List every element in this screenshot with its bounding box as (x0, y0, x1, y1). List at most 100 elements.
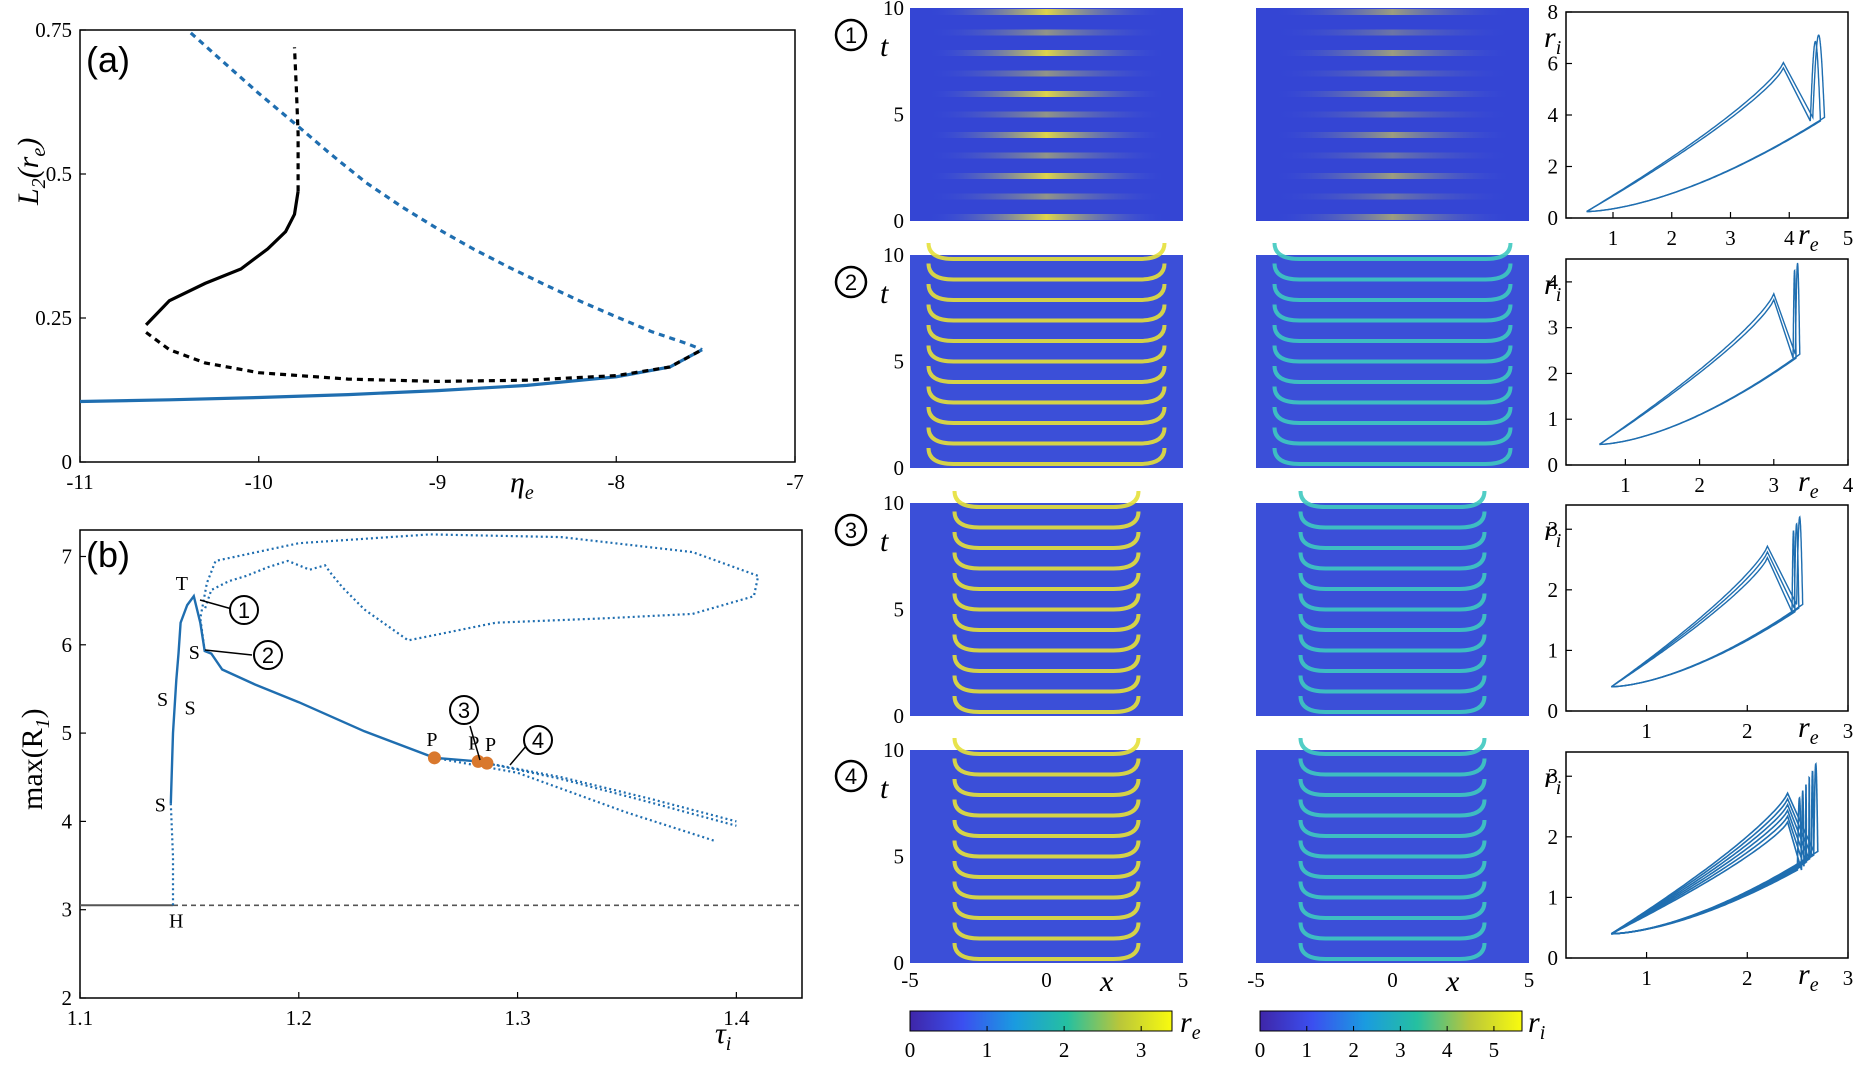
heatmap-band (1298, 799, 1487, 818)
point-label-P: P (468, 732, 479, 754)
panel-b-ytick-label: 5 (62, 721, 73, 745)
heatmap-xtick-label: 0 (1387, 968, 1398, 992)
colorbar-tick-label: 0 (1255, 1038, 1266, 1062)
heatmap-4-ri (1256, 737, 1529, 963)
phase-xlabel: re (1798, 465, 1819, 503)
panel-a-xtick-label: -10 (245, 470, 273, 494)
heatmap-band (952, 572, 1141, 591)
heatmap-band (1298, 819, 1487, 838)
heatmap-band (1276, 91, 1509, 97)
heatmap-ytick-label: 10 (883, 738, 904, 762)
point-label-P: P (485, 734, 496, 756)
svg-text:1: 1 (238, 598, 250, 623)
panel-b-ylabel: max(R1) (16, 708, 54, 810)
colorbar-tick-label: 1 (982, 1038, 993, 1062)
phase-frame (1565, 258, 1849, 466)
heatmap-band (1276, 29, 1509, 36)
heatmap-band (1272, 406, 1513, 425)
panel-a-xlabel: ηe (510, 466, 534, 504)
heatmap-ytick-label: 10 (883, 243, 904, 267)
svg-text:3: 3 (845, 518, 857, 543)
phase-ylabel: ri (1544, 761, 1561, 799)
heatmap-band (952, 511, 1141, 530)
panel-a-xtick-label: -9 (429, 470, 447, 494)
phase-2-xtick-label: 4 (1843, 473, 1854, 497)
panel-a-frame (79, 29, 796, 463)
phase-3-xtick-label: 3 (1843, 719, 1854, 743)
panel-a-letter: (a) (86, 39, 130, 80)
heatmap-band (952, 552, 1141, 571)
phase-2-ytick-label: 3 (1548, 316, 1559, 340)
phase-ylabel: ri (1544, 268, 1561, 306)
phase-trajectory (1610, 522, 1800, 688)
svg-text:2: 2 (845, 270, 857, 295)
heatmap-band (1276, 50, 1509, 56)
heatmap-band (1276, 111, 1509, 118)
phase-3-ytick-label: 2 (1548, 578, 1559, 602)
heatmap-band (1298, 737, 1487, 756)
heatmap-band (926, 283, 1167, 302)
point-label-P: P (426, 729, 437, 751)
heatmap-band (952, 695, 1141, 714)
heatmap-ytick-label: 0 (894, 951, 905, 975)
heatmap-band (1272, 304, 1513, 323)
panel-b-ytick-label: 2 (62, 986, 73, 1010)
heatmap-band (952, 942, 1141, 961)
heatmap-band (952, 613, 1141, 632)
heatmap-band (1298, 552, 1487, 571)
heatmap-band (952, 634, 1141, 653)
heatmap-ytick-label: 5 (894, 103, 905, 127)
panel-b-ytick-label: 7 (62, 544, 73, 568)
heatmap-band (952, 531, 1141, 550)
heatmap-band (952, 901, 1141, 920)
heatmap-band (1272, 427, 1513, 446)
row-markers: 1 2 3 4 (834, 18, 868, 793)
phase-1-ytick-label: 0 (1548, 206, 1559, 230)
panel-a: (a) -11 -10 -9 -8 -7 0 0.25 0.5 0.75 ηe L2(re) (12, 18, 804, 504)
heatmap-band (1298, 840, 1487, 859)
svg-text:3: 3 (458, 698, 470, 723)
heatmap-band (930, 50, 1163, 56)
callout-3: 3 (449, 695, 481, 761)
heatmap-band (952, 654, 1141, 673)
panel-b-series-6 (486, 762, 737, 823)
phase-ylabel: ri (1544, 21, 1561, 59)
point-label-S: S (157, 689, 168, 711)
colorbar-tick-label: 0 (905, 1038, 916, 1062)
colorbar-re: 0 1 2 3 re (905, 1006, 1201, 1062)
colorbar-re-ticks: 0 1 2 3 (905, 1026, 1146, 1062)
heatmap-band (952, 819, 1141, 838)
heatmap-band (1298, 881, 1487, 900)
heatmap-band (926, 447, 1167, 466)
phase-trajectory (1610, 796, 1803, 935)
panel-a-series-4 (292, 47, 300, 192)
phase-trajectory (1599, 262, 1801, 446)
heatmap-2-re (910, 242, 1183, 468)
panel-b-xtick-label: 1.1 (67, 1006, 93, 1030)
svg-text:2: 2 (262, 643, 274, 668)
phase-1-xtick-label: 5 (1843, 226, 1854, 250)
heatmap-band (952, 860, 1141, 879)
colorbar-ri-ticks: 0 1 2 3 4 5 (1255, 1026, 1499, 1062)
heatmap-band (952, 737, 1141, 756)
colorbar-ri-label: ri (1528, 1006, 1545, 1044)
heatmap-band (1272, 447, 1513, 466)
phase-1-ytick-label: 6 (1548, 52, 1559, 76)
point-label-S: S (189, 642, 200, 664)
point-label-T: T (176, 573, 188, 595)
panel-b-xtick-label: 1.4 (723, 1006, 750, 1030)
heatmap-1-re (910, 8, 1183, 221)
colorbar-tick-label: 3 (1395, 1038, 1406, 1062)
phase-frame (1565, 504, 1849, 712)
heatmap-band (1276, 152, 1509, 159)
heatmap-xtick-label: 5 (1524, 968, 1535, 992)
panel-b-series-5 (477, 760, 737, 827)
heatmap-band (1272, 283, 1513, 302)
heatmap-ytick-label: 0 (894, 456, 905, 480)
phase-2-xtick-label: 1 (1620, 473, 1631, 497)
panel-a-curves (79, 31, 703, 404)
phase-xlabel: re (1798, 218, 1819, 256)
